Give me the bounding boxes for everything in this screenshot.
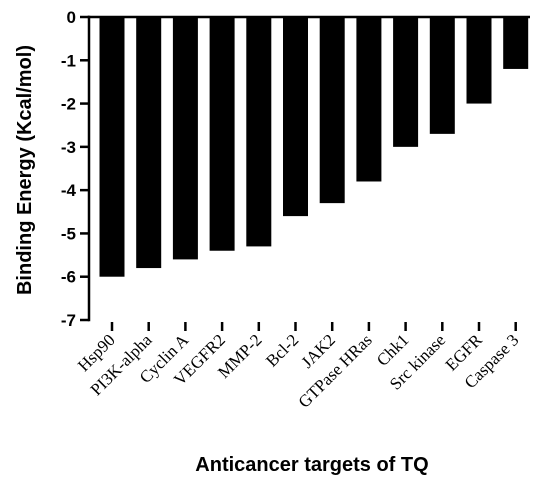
y-tick-label: -6 xyxy=(61,268,76,287)
bar xyxy=(172,17,198,260)
y-tick-label: -2 xyxy=(61,95,76,114)
bar xyxy=(429,17,455,134)
bar xyxy=(503,17,529,69)
y-tick-label: -1 xyxy=(61,51,76,70)
y-tick-label: -4 xyxy=(61,181,77,200)
bar xyxy=(319,17,345,204)
bar xyxy=(466,17,492,104)
bar xyxy=(283,17,308,217)
bar xyxy=(99,17,125,277)
y-axis-title: Binding Energy (Kcal/mol) xyxy=(14,45,36,295)
y-tick-label: -7 xyxy=(61,311,76,330)
bars-layer xyxy=(99,17,529,277)
axes-layer xyxy=(80,15,530,331)
y-tick-label: -5 xyxy=(61,224,76,243)
bar xyxy=(209,17,235,251)
x-tick-label: Bcl-2 xyxy=(262,330,302,370)
bar xyxy=(356,17,382,182)
x-axis-title: Anticancer targets of TQ xyxy=(195,454,428,476)
bar xyxy=(246,17,272,247)
bar xyxy=(393,17,419,147)
y-tick-label: -3 xyxy=(61,138,76,157)
bar xyxy=(136,17,162,269)
y-tick-label: 0 xyxy=(67,8,76,27)
